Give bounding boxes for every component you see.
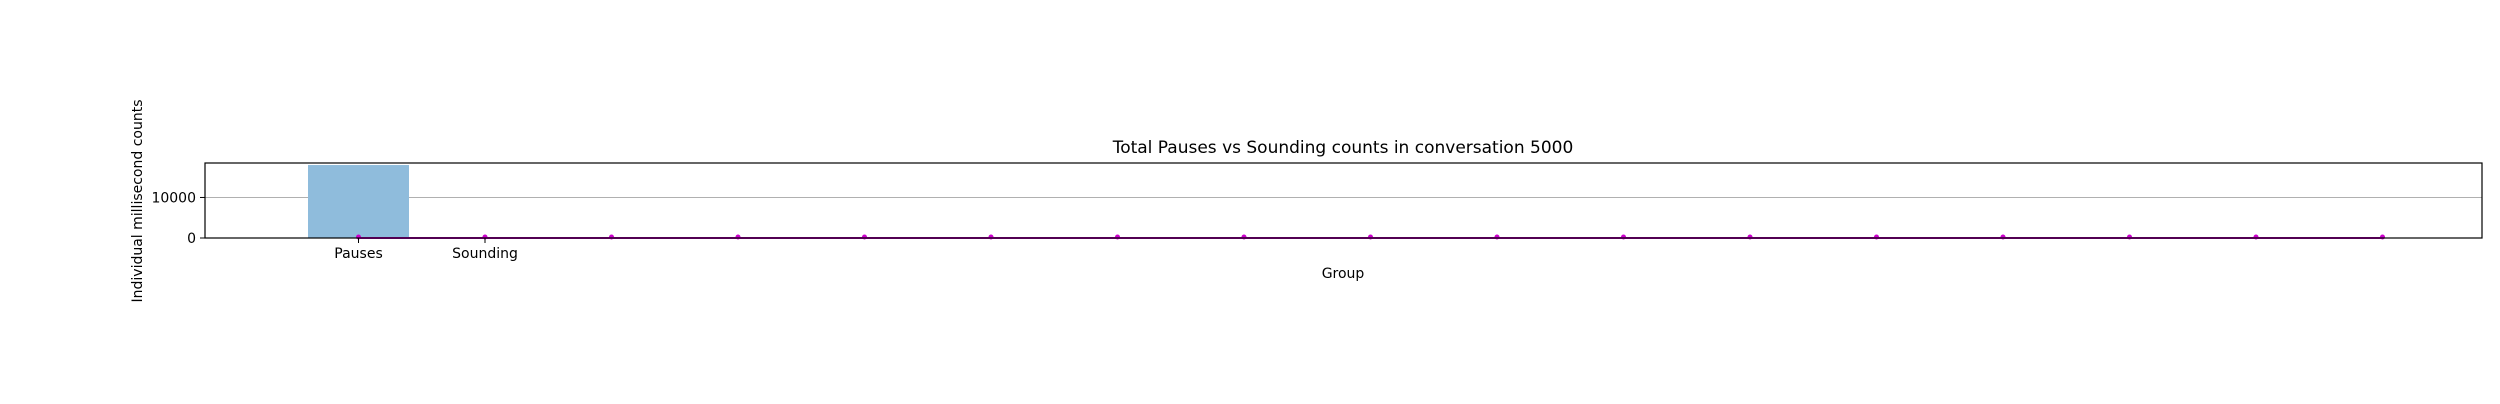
line-series-point-8 (1368, 234, 1373, 240)
line-series-point-3 (735, 234, 741, 240)
line-series-layer (356, 234, 2385, 240)
line-series-point-4 (862, 234, 867, 240)
line-series-point-15 (2253, 234, 2259, 240)
line-series-point-7 (1241, 234, 1247, 240)
line-series-point-2 (609, 234, 614, 240)
line-series-point-10 (1621, 234, 1626, 240)
line-series-point-6 (1115, 234, 1120, 240)
y-tick-label-0: 0 (187, 231, 196, 247)
bar-layer (308, 165, 409, 238)
plot-frame (204, 162, 2483, 239)
bar-pauses (308, 165, 409, 238)
line-series-point-13 (2000, 234, 2006, 240)
x-tick-label-0: Pauses (334, 246, 382, 262)
y-tick-label-1: 10000 (151, 190, 196, 206)
line-series-point-11 (1747, 234, 1753, 240)
y-axis: 0 10000 (151, 190, 205, 247)
x-axis-label: Group (1322, 266, 1365, 282)
line-series-point-5 (988, 234, 994, 240)
line-series-point-14 (2127, 234, 2132, 240)
grid-layer (205, 196, 2482, 239)
line-series-point-12 (1874, 234, 1879, 240)
x-axis: Pauses Sounding (334, 238, 518, 262)
line-series-point-16 (2380, 234, 2385, 240)
x-tick-label-1: Sounding (452, 246, 518, 262)
y-axis-label: Individual millisecond counts (130, 100, 146, 303)
chart-title: Total Pauses vs Sounding counts in conve… (1112, 138, 1574, 158)
line-series-point-9 (1494, 234, 1500, 240)
